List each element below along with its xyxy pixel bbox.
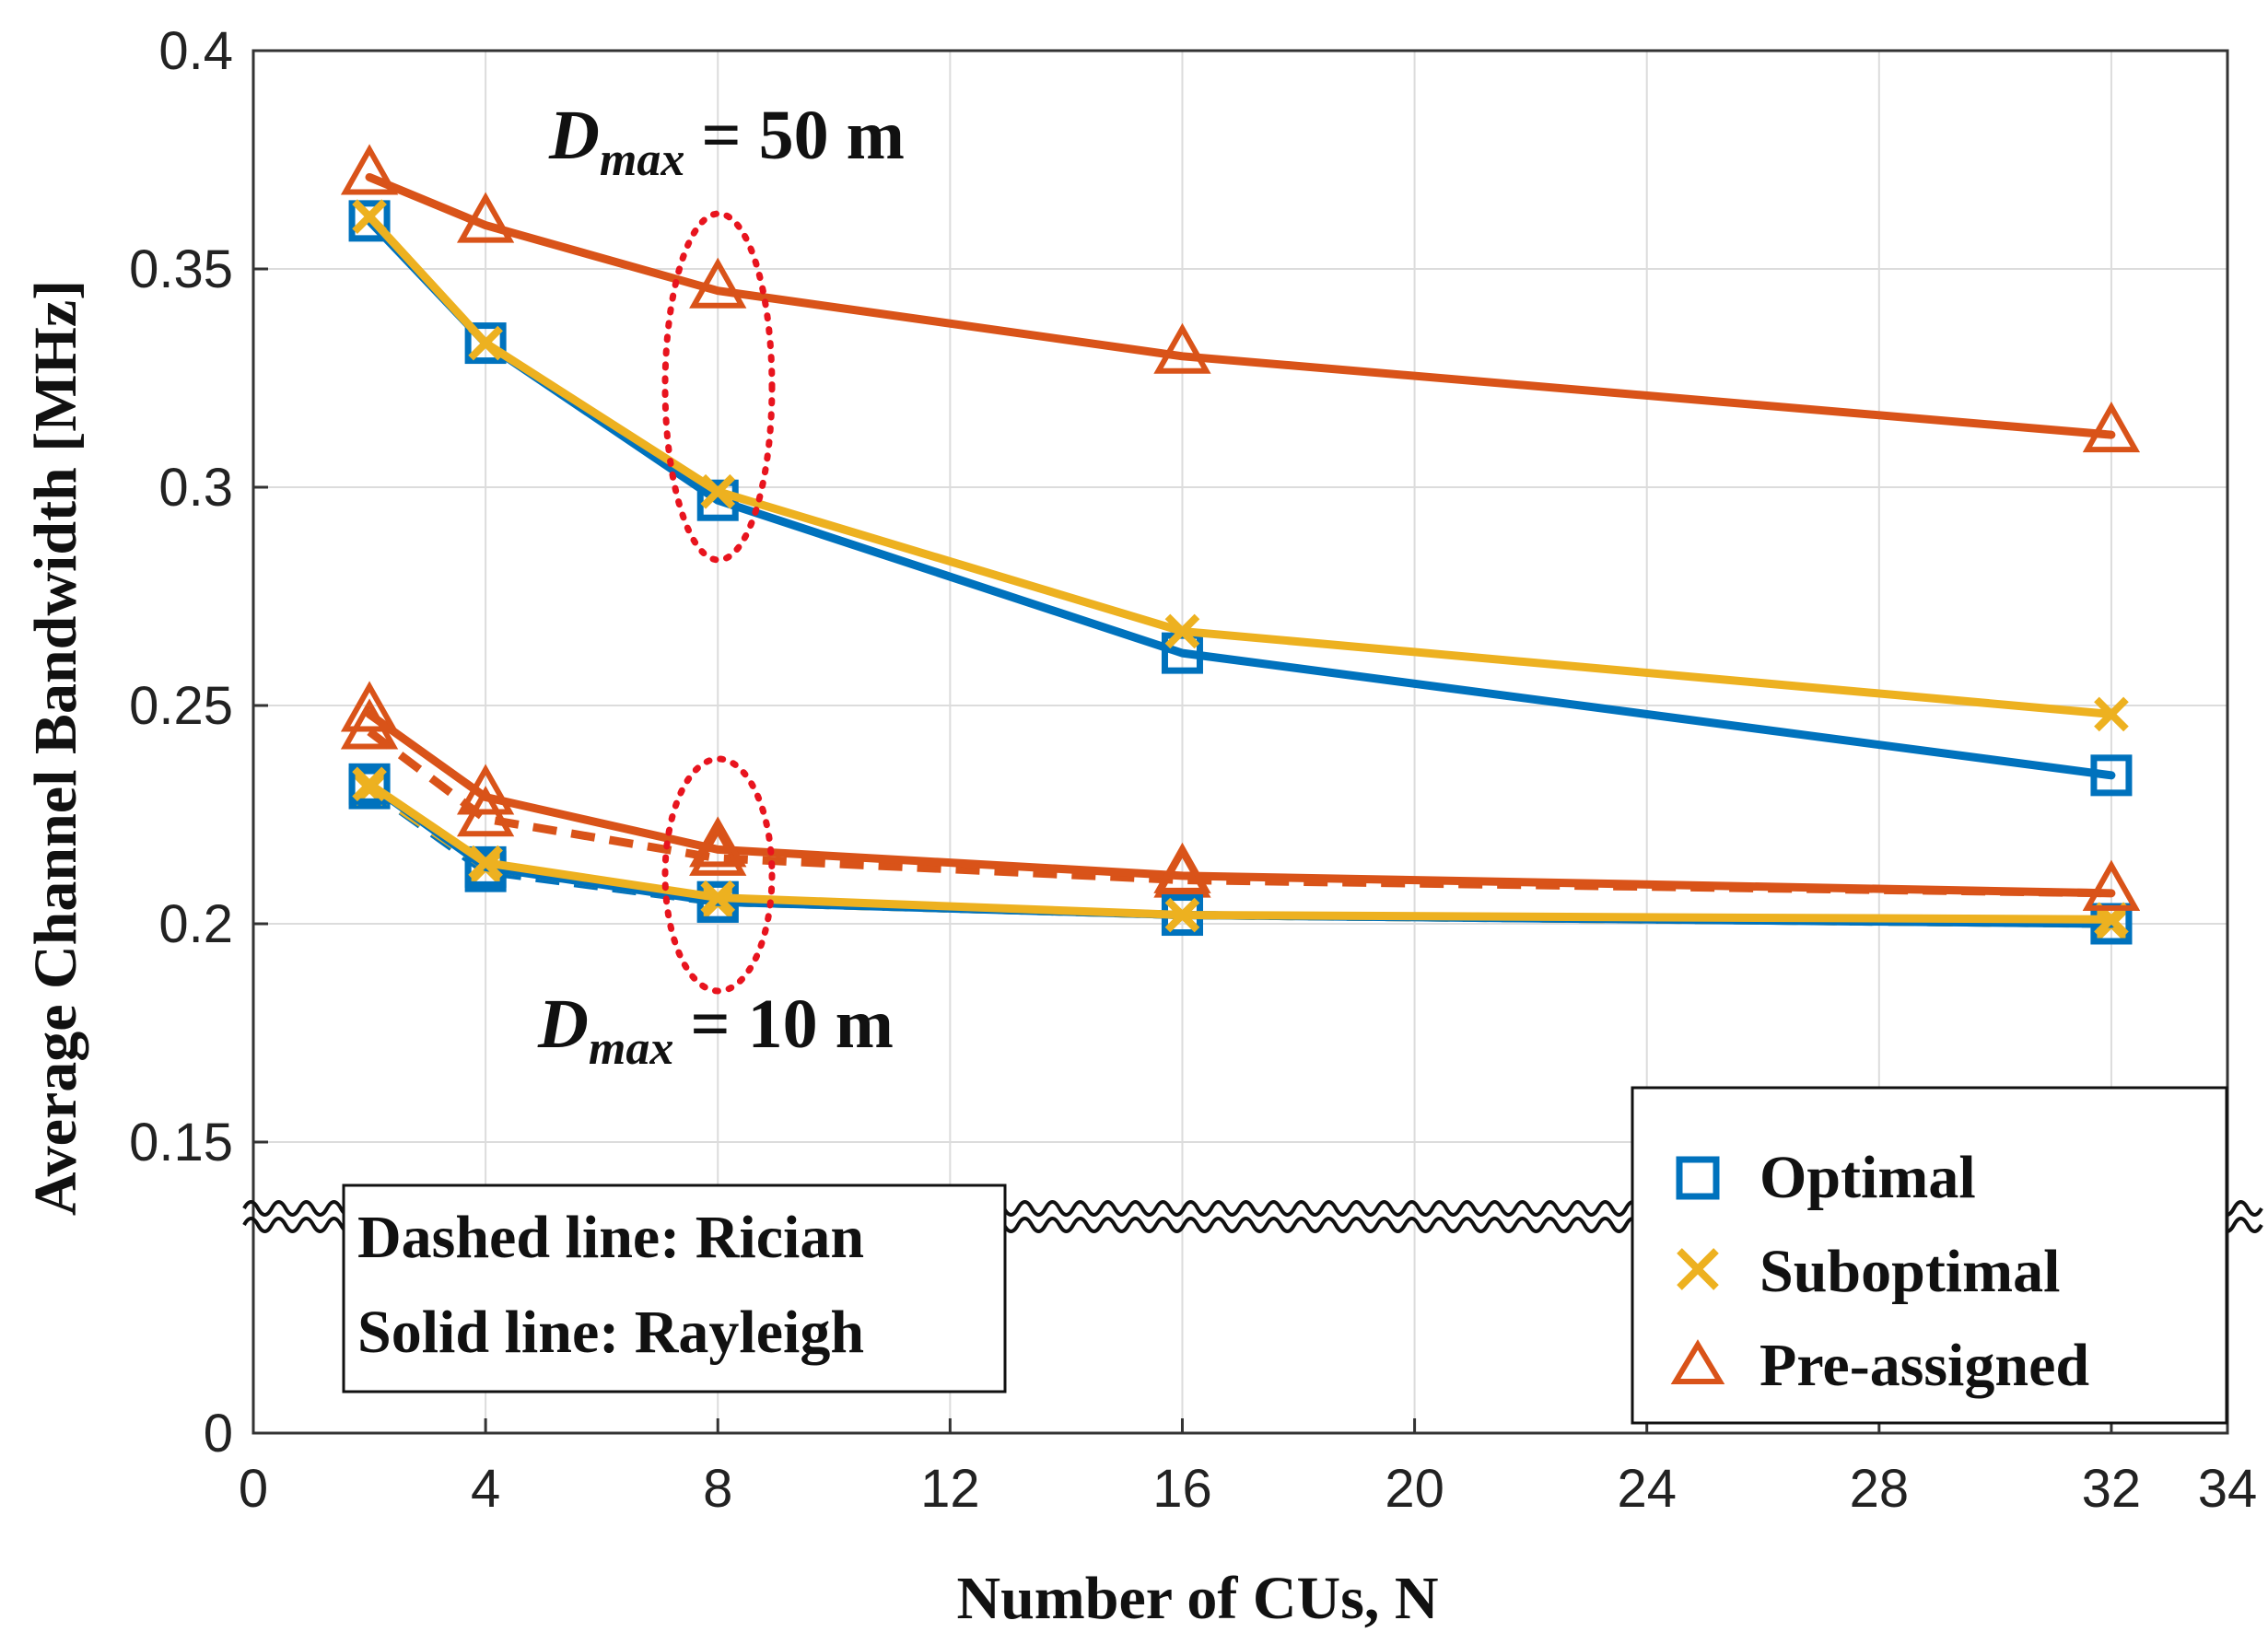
x-tick-label: 20	[1385, 1459, 1444, 1519]
square-marker-icon	[1676, 1156, 1720, 1200]
series-line	[365, 172, 2116, 439]
legend-item-suboptimal: Suboptimal	[1677, 1238, 2060, 1305]
x-tick-label: 34	[2198, 1459, 2258, 1519]
axis-ticks: 0 4 8 12 16 20 24 28 32 34 0 0.15 0.2 0.25 0.3 0.35 0.4	[129, 21, 2257, 1519]
annotations: Dmax = 50 m Dmax = 10 m Dashed line: Ricia…	[342, 97, 1007, 1393]
series-line	[365, 709, 2116, 898]
y-tick-label: 0.15	[129, 1113, 233, 1172]
dmax-50-label: Dmax = 50 m	[548, 97, 905, 186]
x-marker	[700, 473, 736, 509]
series-pre-assigned-solid-dmax-50m	[340, 144, 2141, 453]
triangle-marker	[340, 681, 399, 732]
x-tick-label: 24	[1617, 1459, 1677, 1519]
square-marker	[348, 200, 391, 242]
line-style-note-box	[342, 1183, 1007, 1393]
y-tick-label: 0.4	[158, 21, 233, 81]
triangle-marker	[456, 192, 515, 243]
x-marker	[700, 880, 736, 915]
legend-label-optimal: Optimal	[1759, 1144, 1976, 1211]
x-tick-label: 12	[920, 1459, 980, 1519]
x-marker	[352, 199, 387, 234]
dashed-line-note: Dashed line: Rician	[357, 1204, 864, 1271]
x-tick-label: 4	[471, 1459, 500, 1519]
solid-line-note: Solid line: Rayleigh	[357, 1299, 864, 1366]
plot-frame	[251, 49, 2229, 1435]
x-tick-label: 16	[1152, 1459, 1212, 1519]
highlight-ellipse-top	[661, 210, 776, 564]
y-axis-title: Average Channel Bandwidth [MHz]	[22, 280, 89, 1216]
x-marker	[2094, 696, 2129, 732]
x-axis-title: Number of CUs, N	[956, 1565, 1438, 1632]
y-tick-label: 0.25	[129, 676, 233, 736]
triangle-marker	[689, 816, 747, 868]
dmax-10-label: Dmax = 10 m	[537, 985, 894, 1075]
x-marker	[352, 766, 387, 802]
x-tick-label: 28	[1850, 1459, 1910, 1519]
x-tick-label: 0	[239, 1459, 268, 1519]
triangle-marker	[689, 257, 747, 309]
x-marker	[1164, 613, 1200, 649]
axis-titles: Number of CUs, N Average Channel Bandwid…	[22, 280, 1439, 1632]
y-tick-label: 0	[204, 1404, 233, 1463]
legend-item-optimal: Optimal	[1676, 1144, 1976, 1211]
triangle-marker	[1153, 322, 1211, 374]
triangle-marker-icon	[1670, 1339, 1725, 1384]
y-tick-label: 0.3	[158, 458, 233, 518]
triangle-marker	[340, 144, 399, 195]
series-line	[367, 728, 2112, 898]
legend-label-pre-assigned: Pre-assigned	[1759, 1332, 2089, 1399]
y-tick-label: 0.35	[129, 239, 233, 299]
triangle-marker	[456, 764, 515, 815]
x-marker	[468, 325, 503, 361]
legend-item-pre-assigned: Pre-assigned	[1670, 1332, 2089, 1399]
series-suboptimal-solid-dmax-50m	[352, 199, 2129, 732]
series-pre-assigned-solid-dmax-10m	[340, 681, 2141, 911]
legend-label-suboptimal: Suboptimal	[1759, 1238, 2060, 1305]
x-tick-label: 32	[2082, 1459, 2142, 1519]
legend-box	[1631, 1086, 2228, 1425]
triangle-marker	[2082, 859, 2141, 911]
highlight-ellipse-bottom	[661, 755, 776, 995]
x-marker	[1164, 897, 1200, 933]
triangle-marker	[2082, 402, 2141, 453]
series	[340, 144, 2141, 945]
y-tick-label: 0.2	[158, 894, 233, 954]
x-tick-label: 8	[703, 1459, 732, 1519]
legend: Optimal Suboptimal Pre-assigned	[1631, 1086, 2228, 1425]
x-marker-icon	[1677, 1248, 1719, 1290]
square-marker	[464, 322, 507, 365]
x-marker	[468, 845, 503, 880]
square-marker	[348, 763, 391, 805]
triangle-marker	[1153, 842, 1211, 893]
square-marker	[2090, 754, 2133, 797]
